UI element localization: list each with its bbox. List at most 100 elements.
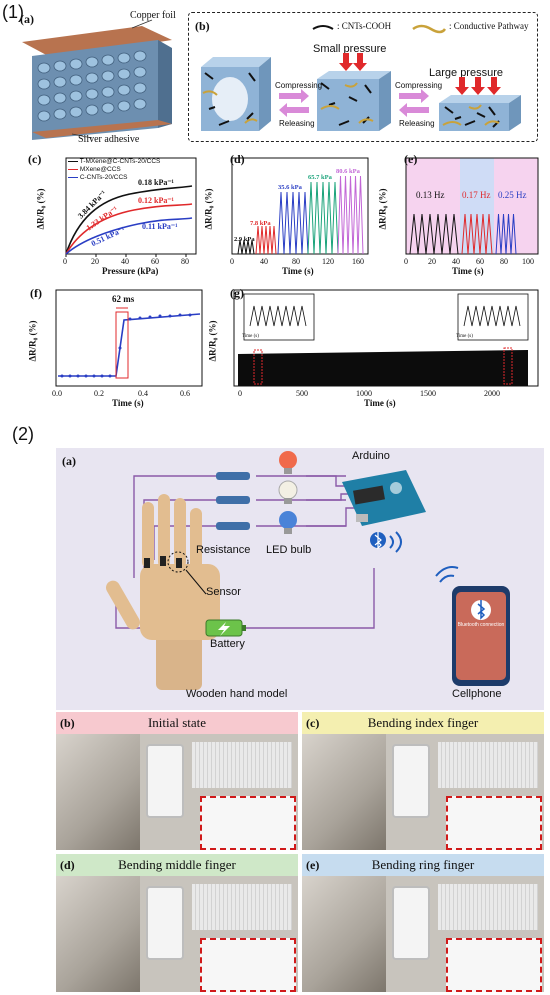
photo-d-readout [200,938,296,992]
inset-1-xlabel: Time (s) [242,334,259,339]
compressing-label-1: Compressing [275,81,323,90]
cube-large-pressure [439,77,521,131]
series-e-013 [409,213,459,255]
photo-b-hand [56,734,140,850]
d-xtick-2: 80 [292,257,300,266]
e-xtick-1: 20 [428,257,436,266]
g-xlabel: Time (s) [364,398,396,408]
series-d-7-8 [255,225,277,255]
circuit-illustration [106,451,510,690]
photo-e-hand [302,876,386,992]
bt-connection-text: Bluetooth connection [457,622,505,628]
e-bg-1 [406,158,460,254]
photo-b-title: Initial state [147,715,207,730]
panel-g-letter: (g) [230,286,244,300]
d-ylabel: ΔR/R₀ (%) [203,188,214,230]
arrows-2 [399,89,429,117]
inset-1 [243,293,315,341]
d-xlabel: Time (s) [282,266,314,276]
section-1-label: (1) [2,2,24,22]
c-xtick-2: 40 [121,257,129,266]
panel-d-letter: (d) [230,152,245,166]
photo-panel-d: (d) Bending middle finger [56,854,298,992]
cellphone-label: Cellphone [452,688,502,700]
photo-e-breadboard [438,884,538,930]
photo-e-letter: (e) [306,858,320,872]
panel-d-chart: (d) 2.9 kPa 7.8 kPa 35.6 kPa 65.7 kPa 80… [203,150,374,278]
panel-c-legend: T-MXene@C-CNTs-20/CCS MXene@CCS C-CNTs-2… [68,158,160,182]
panel-c-plot [65,157,197,257]
battery-label: Battery [210,638,245,650]
copper-foil-bottom [32,120,172,138]
label-d-0: 2.9 kPa [234,236,255,243]
c-xtick-4: 80 [181,257,189,266]
d-xtick-4: 160 [352,257,364,266]
sponge-holes [37,50,147,122]
series-d-2-9 [237,239,255,255]
releasing-label-2: Releasing [399,119,435,128]
label-d-3: 65.7 kPa [308,174,332,181]
g-ylabel: ΔR/R₀ (%) [207,320,218,362]
label-d-1: 7.8 kPa [250,220,271,227]
photo-b-phone [146,744,184,818]
battery-icon [205,619,246,637]
g-xtick-0: 0 [238,389,242,398]
f-ylabel: ΔR/R₀ (%) [27,320,38,362]
e-xtick-5: 100 [522,257,534,266]
e-xlabel: Time (s) [452,266,484,276]
photo-b-header [56,712,298,734]
g-xtick-4: 2000 [484,389,500,398]
d-xtick-3: 120 [322,257,334,266]
led-bulb-label: LED bulb [266,544,312,556]
compressing-label-2: Compressing [395,81,443,90]
label-c-3: 0.12 kPa⁻¹ [138,196,174,205]
small-pressure-label: Small pressure [313,43,387,55]
label-e-2: 0.25 Hz [498,190,527,200]
arduino-board [342,470,426,526]
c-xtick-0: 0 [63,257,67,266]
f-xtick-0: 0.0 [52,389,62,398]
e-bg-3 [494,158,538,254]
photo-d-phone [146,886,184,960]
e-xtick-0: 0 [404,257,408,266]
c-ylabel: ΔR/R₀ (%) [35,188,46,230]
legend-item-mxene: MXene@CCS [68,166,160,174]
panel-a-sponge: (a) Copper foil Silver adhesive [12,10,182,145]
series-t-mxene [65,185,193,255]
label-c-5: 0.11 kPa⁻¹ [142,222,178,231]
e-bg-2 [460,158,494,254]
panel-e-plot [405,157,539,255]
silver-adhesive-label: Silver adhesive [78,134,140,145]
photo-d-hand [56,876,140,992]
photo-d-setup [140,876,298,992]
sponge-side [158,40,172,128]
panel-b-legend-icons [312,24,447,34]
photo-d-title: Bending middle finger [118,857,236,872]
photo-d-header [56,854,298,876]
series-d-35-6 [277,191,309,255]
e-xtick-3: 60 [476,257,484,266]
photo-c-phone [392,744,430,818]
led-bulbs [278,451,298,534]
legend-item-t-mxene: T-MXene@C-CNTs-20/CCS [68,158,160,166]
series-mxene [65,203,193,255]
bluetooth-icon [370,532,386,550]
e-xtick-2: 40 [452,257,460,266]
photo-c-readout [446,796,542,850]
label-d-4: 80.6 kPa [336,168,360,175]
arrows-1 [279,89,309,117]
panel-2a-circuit: (a) [56,448,544,710]
f-xtick-1: 0.2 [94,389,104,398]
photo-e-readout [446,938,542,992]
photo-c-hand [302,734,386,850]
series-d-65-7 [307,181,339,255]
c-xtick-1: 20 [91,257,99,266]
label-f: 62 ms [112,294,135,304]
photo-c-header [302,712,544,734]
legend-path-text: : Conductive Pathway [449,21,529,31]
arduino-label: Arduino [352,450,390,462]
series-cnts [65,217,193,255]
photo-b-breadboard [192,742,292,788]
wooden-hand-label: Wooden hand model [186,688,288,700]
sponge-illustration [22,19,172,140]
